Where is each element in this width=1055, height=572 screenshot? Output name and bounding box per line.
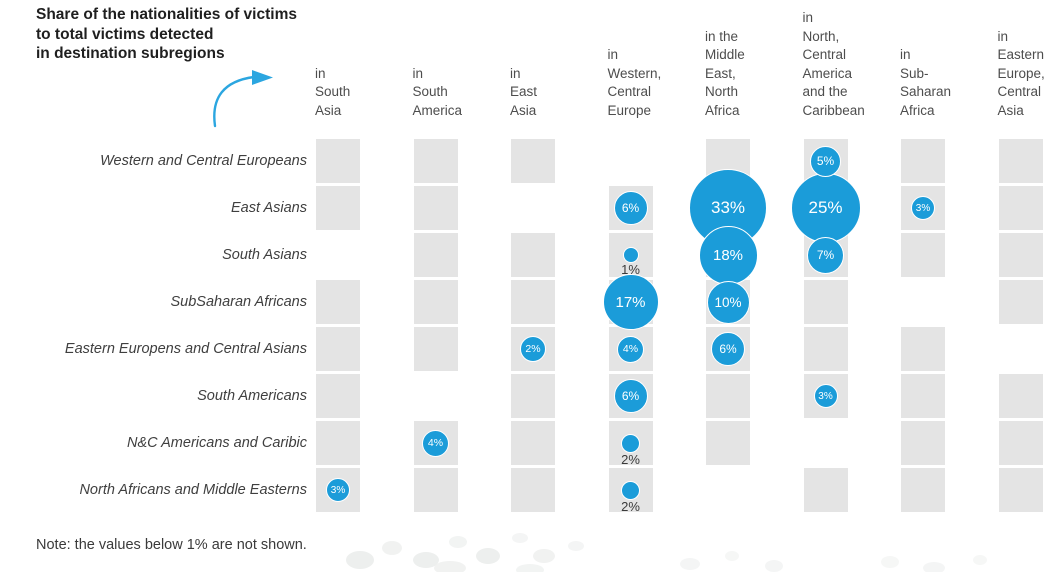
grid-cell xyxy=(316,421,360,465)
bubble: 17% xyxy=(602,274,659,330)
row-label: Eastern Europens and Central Asians xyxy=(64,341,307,357)
row-label: N&C Americans and Caribic xyxy=(127,435,307,451)
column-header: in North, Central America and the Caribb… xyxy=(802,10,865,118)
bubble-label-below: 1% xyxy=(621,262,640,277)
bubble: 6% xyxy=(613,191,648,225)
grid-cell xyxy=(316,280,360,324)
curved-arrow-icon xyxy=(213,70,273,128)
column-header: in East Asia xyxy=(510,65,538,118)
grid-cell xyxy=(901,233,945,277)
bubble xyxy=(621,480,640,500)
grid-cell xyxy=(413,139,458,183)
bubble-label: 3% xyxy=(818,390,833,402)
bubble-label: 4% xyxy=(427,437,444,449)
grid-cell xyxy=(901,139,945,183)
grid-cell xyxy=(998,186,1043,230)
grid-cell xyxy=(998,468,1043,512)
grid-cell xyxy=(901,374,945,418)
row-label: South Asians xyxy=(222,247,307,263)
bubble: 4% xyxy=(422,429,449,457)
bubble-label: 3% xyxy=(915,202,931,214)
bubble-label: 3% xyxy=(330,484,346,496)
column-header: in Western, Central Europe xyxy=(607,47,662,118)
bubble-label: 17% xyxy=(615,293,646,311)
bubble: 25% xyxy=(790,173,861,243)
grid-cell xyxy=(413,468,458,512)
grid-cell xyxy=(998,421,1043,465)
column-header: in South America xyxy=(412,65,463,118)
bubble-label: 25% xyxy=(808,198,843,217)
grid-cell xyxy=(316,327,360,371)
grid-cell xyxy=(998,139,1043,183)
bubble-label: 6% xyxy=(621,201,640,215)
grid-cell xyxy=(706,421,750,465)
bubble xyxy=(622,247,639,263)
footnote: Note: the values below 1% are not shown. xyxy=(36,537,307,553)
bubble-label-below: 2% xyxy=(621,451,640,467)
row-label: South Americans xyxy=(197,388,307,404)
bubble-label: 33% xyxy=(710,198,746,217)
bubble: 3% xyxy=(813,384,838,408)
bubble-label: 6% xyxy=(719,342,737,356)
bubble: 2% xyxy=(520,336,546,362)
grid-cell xyxy=(413,327,458,371)
grid-cell xyxy=(998,374,1043,418)
bubble-label: 2% xyxy=(525,343,541,355)
column-header: in the Middle East, North Africa xyxy=(705,28,745,118)
grid-cell xyxy=(511,468,555,512)
grid-cell xyxy=(998,233,1043,277)
grid-cell xyxy=(511,421,555,465)
grid-cell xyxy=(998,280,1043,324)
row-label: SubSaharan Africans xyxy=(170,294,308,310)
background-watermark xyxy=(346,533,987,572)
bubble: 4% xyxy=(617,335,644,363)
bubble xyxy=(621,433,640,453)
grid-cell xyxy=(413,186,458,230)
grid-cell xyxy=(901,468,945,512)
grid-cell xyxy=(511,280,555,324)
grid-cell xyxy=(511,233,555,277)
bubble: 6% xyxy=(711,332,745,366)
bubble: 3% xyxy=(326,478,350,502)
grid-cell xyxy=(316,186,360,230)
row-label: Western and Central Europeans xyxy=(100,153,307,169)
bubble-label: 4% xyxy=(622,343,639,355)
grid-cell xyxy=(316,374,360,418)
column-header: in South Asia xyxy=(315,65,351,118)
grid-cell xyxy=(803,280,848,324)
bubble: 5% xyxy=(810,145,841,177)
row-label: East Asians xyxy=(230,200,307,216)
bubble-label-below: 2% xyxy=(621,498,640,514)
grid-cell xyxy=(511,139,555,183)
grid-cell xyxy=(511,374,555,418)
bubble-label: 7% xyxy=(816,248,835,262)
column-header: in Eastern Europe, Central Asia xyxy=(997,28,1045,118)
grid-cell xyxy=(803,468,848,512)
grid-cell xyxy=(901,421,945,465)
bubble-label: 5% xyxy=(816,154,835,168)
row-label: North Africans and Middle Easterns xyxy=(79,482,307,498)
bubble-label: 6% xyxy=(621,389,640,403)
bubble: 10% xyxy=(706,280,750,324)
grid-cell xyxy=(901,327,945,371)
bubble: 6% xyxy=(613,379,648,413)
grid-cell xyxy=(706,374,750,418)
chart-title: Share of the nationalities of victims to… xyxy=(36,6,297,62)
bubble-label: 18% xyxy=(712,246,744,264)
bubble: 3% xyxy=(911,196,935,220)
grid-cell xyxy=(316,139,360,183)
grid-cell xyxy=(413,280,458,324)
grid-cell xyxy=(413,233,458,277)
column-header: in Sub- Saharan Africa xyxy=(900,47,952,118)
bubble: 18% xyxy=(698,225,758,285)
bubble-label: 10% xyxy=(714,294,742,310)
grid-cell xyxy=(803,327,848,371)
bubble: 7% xyxy=(807,236,844,274)
